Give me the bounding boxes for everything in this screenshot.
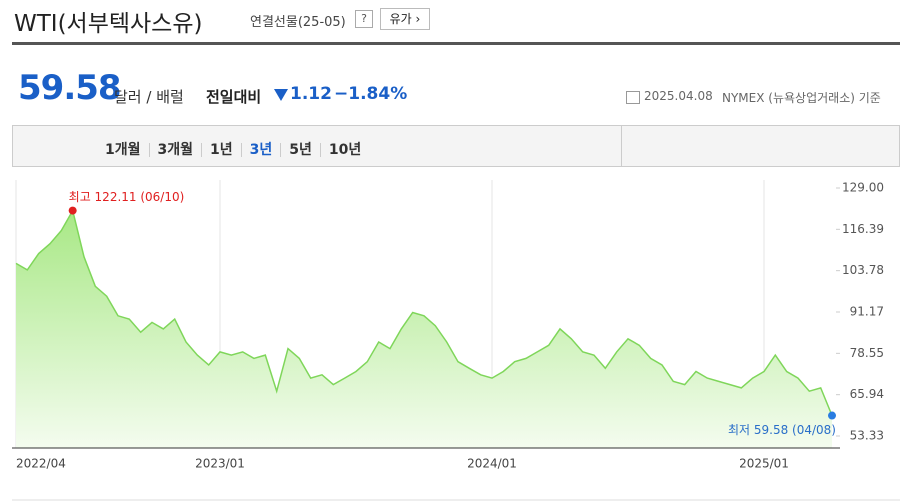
category: 유가 <box>389 12 412 26</box>
unit: 달러 / 배럴 <box>114 88 184 106</box>
tab[interactable]: 1개월 <box>105 142 141 158</box>
x-tick-label: 2024/01 <box>467 457 517 471</box>
x-tick-label: 2022/04 <box>16 457 66 471</box>
help-button[interactable]: ? <box>355 10 373 28</box>
tab[interactable]: 3개월 <box>148 143 202 157</box>
header-rule <box>12 42 900 45</box>
tab[interactable]: 10년 <box>319 143 369 157</box>
date-icon <box>626 91 640 104</box>
tab[interactable]: 3년 <box>240 143 281 157</box>
y-tick-label: 103.78 <box>842 263 884 277</box>
y-tick-label: 91.17 <box>850 304 884 318</box>
tabs: 1개월 3개월 1년 3년 5년 10년 <box>97 139 369 158</box>
y-tick-label: 129.00 <box>842 180 884 194</box>
change-pct: −1.84% <box>334 84 408 104</box>
max-point <box>68 206 77 215</box>
date: 2025.04.08 <box>644 89 713 103</box>
line <box>15 208 833 416</box>
y-tick-label: 65.94 <box>850 387 884 401</box>
min-label: 최저 59.58 (04/08) <box>728 423 836 437</box>
min-point <box>828 411 836 420</box>
tab[interactable]: 5년 <box>280 143 320 157</box>
tab-bar: 1개월 3개월 1년 3년 5년 10년 <box>12 125 900 167</box>
x-tick-label: 2025/01 <box>739 457 789 471</box>
tab-divider <box>621 126 622 166</box>
y-tick-label: 116.39 <box>842 222 884 236</box>
y-tick-label: 78.55 <box>850 346 884 360</box>
tab[interactable]: 1년 <box>201 143 241 157</box>
price: 59.58 <box>18 68 122 108</box>
change: 1.12 <box>290 84 332 104</box>
area <box>16 210 832 448</box>
down-icon <box>274 89 288 101</box>
category-button[interactable]: 유가 › <box>380 8 430 30</box>
source: NYMEX (뉴욕상업거래소) 기준 <box>722 91 881 105</box>
y-tick-label: 53.33 <box>850 429 884 443</box>
title: WTI(서부텍사스유) <box>14 11 203 37</box>
contract: 연결선물(25-05) <box>250 15 346 30</box>
x-tick-label: 2023/01 <box>195 457 245 471</box>
change-label: 전일대비 <box>206 88 262 106</box>
max-label: 최고 122.11 (06/10) <box>69 190 185 204</box>
